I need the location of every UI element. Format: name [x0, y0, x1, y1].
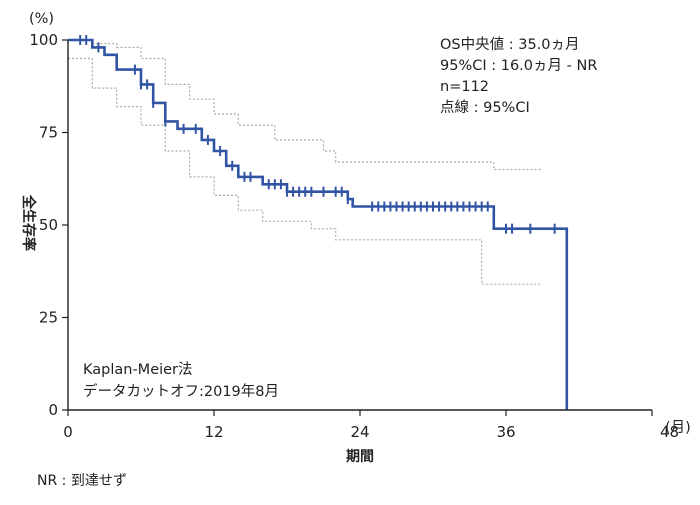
- x-tick-label: 36: [496, 423, 515, 441]
- x-tick-label: 24: [350, 423, 369, 441]
- y-tick-label: 100: [29, 31, 58, 49]
- x-unit-label: (月): [665, 420, 691, 436]
- stats-annotation: OS中央値 : 35.0ヵ月 95%CI : 16.0ヵ月 - NR n=112…: [440, 36, 597, 116]
- y-tick-label: 0: [48, 401, 58, 419]
- data-cutoff-label: データカットオフ:2019年8月: [83, 382, 279, 400]
- x-ticks: 0 12 24 36 48: [63, 410, 679, 441]
- survival-curve: [68, 38, 569, 410]
- x-tick-label: 48: [660, 423, 679, 441]
- method-note: Kaplan-Meier法 データカットオフ:2019年8月: [83, 361, 279, 400]
- y-axis-title: 全生存率: [20, 194, 37, 251]
- method-label: Kaplan-Meier法: [83, 361, 193, 378]
- y-tick-label: 75: [39, 124, 58, 142]
- x-axis-title: 期間: [346, 449, 374, 465]
- ci-bands: [68, 39, 543, 285]
- censor-marks: [79, 35, 556, 234]
- x-tick-label: 0: [63, 423, 73, 441]
- x-tick-label: 12: [204, 423, 223, 441]
- annotation-ci: 95%CI : 16.0ヵ月 - NR: [440, 58, 597, 74]
- y-tick-label: 50: [39, 216, 58, 234]
- annotation-dotted-legend: 点線 : 95%CI: [440, 99, 530, 116]
- annotation-n: n=112: [440, 79, 489, 95]
- ci-upper-line: [68, 39, 543, 171]
- survival-curve-layer: [68, 38, 569, 410]
- ci-lower-line: [68, 57, 543, 285]
- y-unit-label: (%): [29, 11, 54, 27]
- y-ticks: 0 25 50 75 100: [29, 31, 68, 419]
- annotation-os-median: OS中央値 : 35.0ヵ月: [440, 36, 580, 53]
- footnote-nr: NR : 到達せず: [37, 473, 127, 489]
- y-tick-label: 25: [39, 309, 58, 327]
